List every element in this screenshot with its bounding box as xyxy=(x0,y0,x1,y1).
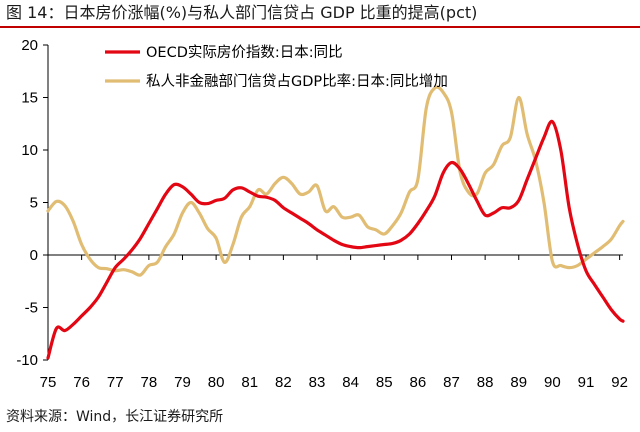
x-tick-label: 86 xyxy=(410,374,427,391)
plot-area: -10 -5 0 5 10 15 20 75 76 77 78 79 80 81 82 83 84 85 86 87 8… xyxy=(16,37,628,391)
y-tick-label: 20 xyxy=(21,37,38,54)
legend-label: 私人非金融部门信贷占GDP比率:日本:同比增加 xyxy=(146,73,448,90)
legend-label: OECD实际房价指数:日本:同比 xyxy=(146,44,343,61)
x-tick-label: 90 xyxy=(544,374,561,391)
y-tick-label: 5 xyxy=(30,195,38,212)
x-tick-label: 80 xyxy=(208,374,225,391)
x-tick-label: 91 xyxy=(578,374,595,391)
x-tick-label: 88 xyxy=(477,374,494,391)
x-tick-label: 79 xyxy=(174,374,191,391)
x-tick-label: 75 xyxy=(40,374,57,391)
series-line-credit-gdp xyxy=(46,85,625,277)
figure-title: 图 14：日本房价涨幅(%)与私人部门信贷占 GDP 比重的提高(pct) xyxy=(6,3,478,22)
source-note: 资料来源：Wind，长江证券研究所 xyxy=(6,409,224,425)
y-tick-label: -10 xyxy=(16,352,38,369)
y-tick-label: 0 xyxy=(30,247,38,264)
x-tick-label: 83 xyxy=(309,374,326,391)
x-tick-label: 77 xyxy=(107,374,124,391)
x-tick-label: 82 xyxy=(275,374,292,391)
x-tick-label: 89 xyxy=(510,374,527,391)
title-rule xyxy=(0,26,640,28)
x-tick-label: 78 xyxy=(141,374,158,391)
y-tick-label: 10 xyxy=(21,142,38,159)
x-tick-label: 76 xyxy=(73,374,90,391)
x-tick-label: 84 xyxy=(342,374,359,391)
x-tick-label: 92 xyxy=(611,374,628,391)
x-tick-label: 81 xyxy=(241,374,258,391)
x-tick-label: 87 xyxy=(443,374,460,391)
x-tick-label: 85 xyxy=(376,374,393,391)
series-line-house-price xyxy=(46,119,625,360)
y-tick-label: -5 xyxy=(25,300,38,317)
y-tick-label: 15 xyxy=(21,90,38,107)
